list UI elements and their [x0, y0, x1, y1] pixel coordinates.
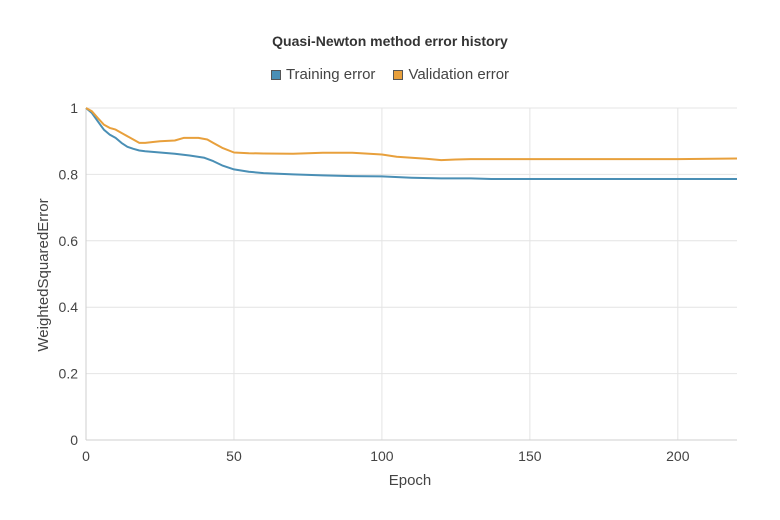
y-tick-label: 0.4: [59, 299, 79, 315]
legend-item-training[interactable]: Training error: [270, 66, 376, 83]
x-tick-label: 0: [82, 448, 90, 464]
series-line-validation[interactable]: [85, 107, 738, 162]
x-tick-label: 200: [666, 448, 690, 464]
x-tick-label: 50: [226, 448, 242, 464]
legend-swatch-training: [270, 69, 281, 80]
tick-labels: 0 0.2 0.4 0.6 0.8 1 0 50 100 150 200: [59, 100, 690, 464]
series-layer: [85, 107, 738, 180]
grid: [85, 107, 737, 441]
chart-title: Quasi-Newton method error history: [272, 33, 508, 49]
legend-swatch-validation: [393, 69, 404, 80]
series-line-training[interactable]: [85, 107, 737, 180]
x-tick-label: 100: [370, 448, 394, 464]
y-tick-label: 0.8: [59, 166, 79, 182]
x-tick-label: 150: [518, 448, 542, 464]
legend-item-validation[interactable]: Validation error: [393, 66, 509, 83]
y-tick-label: 0.2: [59, 366, 79, 382]
y-tick-label: 1: [70, 100, 78, 116]
y-tick-label: 0.6: [59, 233, 79, 249]
y-axis-title: WeightedSquaredError: [35, 198, 52, 351]
legend-label-validation: Validation error: [408, 66, 510, 83]
y-tick-label: 0: [70, 432, 78, 448]
legend: Training error Validation error: [0, 66, 780, 83]
x-axis-title: Epoch: [389, 472, 432, 489]
legend-label-training: Training error: [285, 66, 376, 83]
